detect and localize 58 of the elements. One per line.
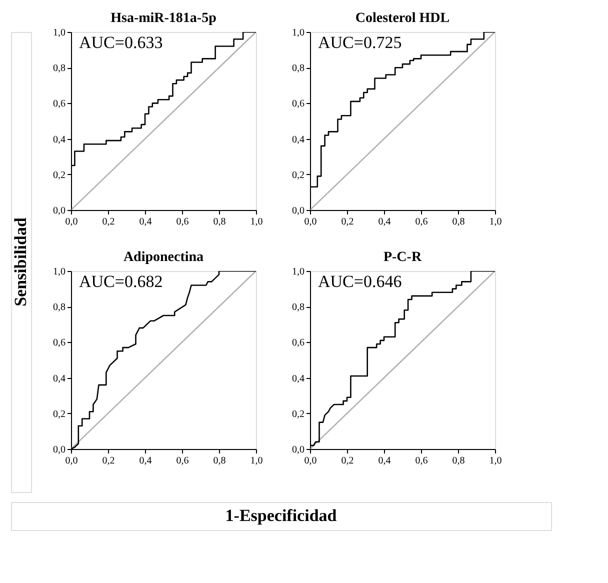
x-tick-label: 1,0 (250, 456, 263, 466)
x-tick-label: 0,6 (415, 456, 428, 466)
annotation: AUC=0.682 (79, 272, 163, 291)
annotation: AUC=0.646 (318, 272, 402, 291)
y-tick-label: 0,8 (53, 63, 66, 74)
chart-title: Hsa-miR-181a-5p (110, 11, 217, 26)
y-tick-label: 0,0 (292, 206, 304, 216)
y-tick-label: 0,0 (53, 444, 66, 456)
x-tick-label: 1,0 (489, 216, 502, 228)
x-tick-label: 0,8 (213, 216, 226, 228)
chart-title: P-C-R (383, 250, 422, 265)
y-tick-label: 0,8 (292, 302, 304, 314)
y-tick-label: 0,2 (292, 408, 304, 420)
x-tick-label: 0,8 (213, 456, 226, 466)
x-tick-label: 0,6 (415, 216, 428, 228)
x-tick-label: 0,4 (378, 456, 391, 466)
y-tick-label: 0,4 (53, 373, 66, 384)
y-tick-label: 0,4 (292, 134, 304, 146)
x-tick-label: 0,4 (139, 456, 152, 466)
x-tick-label: 0,0 (304, 456, 317, 466)
y-tick-label: 0,6 (292, 98, 304, 110)
x-tick-label: 0,8 (452, 456, 465, 466)
x-tick-label: 0,8 (452, 216, 465, 228)
annotation: AUC=0.633 (79, 33, 163, 52)
y-tick-label: 1,0 (292, 28, 304, 38)
x-tick-label: 0,2 (341, 456, 354, 466)
x-tick-label: 0,4 (378, 216, 391, 228)
y-tick-label: 1,0 (292, 266, 304, 278)
y-axis-title: Sensibilidad (11, 217, 30, 306)
y-tick-label: 0,4 (292, 373, 304, 384)
y-tick-label: 0,0 (292, 444, 304, 456)
y-tick-label: 0,8 (53, 302, 66, 314)
x-tick-label: 0,6 (176, 456, 189, 466)
y-tick-label: 0,6 (53, 98, 66, 110)
y-tick-label: 0,2 (292, 170, 304, 181)
x-tick-label: 0,0 (65, 216, 78, 228)
x-tick-label: 1,0 (250, 216, 263, 228)
x-tick-label: 0,2 (102, 216, 115, 228)
x-tick-label: 0,0 (304, 216, 317, 228)
y-tick-label: 0,2 (53, 408, 66, 420)
x-tick-label: 0,2 (102, 456, 115, 466)
y-tick-label: 1,0 (53, 266, 66, 278)
chart-title: Adiponectina (123, 250, 204, 265)
x-tick-label: 0,4 (139, 216, 152, 228)
x-tick-label: 0,0 (65, 456, 78, 466)
x-tick-label: 0,2 (341, 216, 354, 228)
y-tick-label: 0,6 (292, 338, 304, 349)
y-tick-label: 1,0 (53, 28, 66, 38)
y-tick-label: 0,8 (292, 63, 304, 74)
x-axis-title: 1-Especificidad (225, 506, 338, 525)
chart-title: Colesterol HDL (355, 11, 450, 26)
y-tick-label: 0,2 (53, 170, 66, 181)
y-tick-label: 0,6 (53, 338, 66, 349)
x-tick-label: 0,6 (176, 216, 189, 228)
annotation: AUC=0.725 (318, 33, 402, 52)
y-tick-label: 0,0 (53, 206, 66, 216)
x-tick-label: 1,0 (489, 456, 502, 466)
y-tick-label: 0,4 (53, 134, 66, 146)
